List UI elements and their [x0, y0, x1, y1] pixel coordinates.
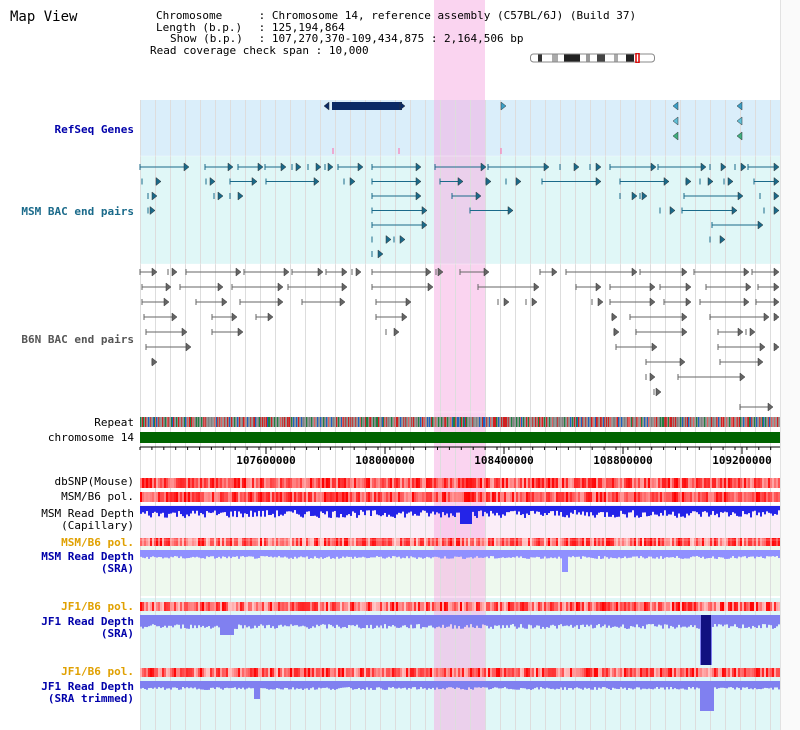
refseq-gene-features[interactable] — [323, 101, 743, 154]
msm-bac-features[interactable] — [139, 162, 780, 259]
chromosome-value: Chromosome 14, reference assembly (C57BL… — [271, 9, 637, 22]
track-label-chromosome[interactable]: chromosome 14 — [47, 431, 134, 444]
track-label-refseq[interactable]: RefSeq Genes — [54, 123, 134, 136]
sep: : — [252, 9, 272, 22]
label-line: (SRA) — [100, 562, 134, 575]
label-line: (SRA trimmed) — [47, 692, 134, 705]
track-label-jf1-b6-pol-2[interactable]: JF1/B6 pol. — [61, 665, 134, 678]
b6n-bac-features[interactable] — [139, 267, 780, 412]
dbsnp-strip[interactable] — [140, 478, 780, 488]
jf1-trimmed-depth[interactable] — [140, 681, 780, 711]
label-line: JF1 Read Depth — [41, 680, 134, 693]
coverage-value: 10,000 — [328, 43, 369, 57]
track-label-msm-bac[interactable]: MSM BAC end pairs — [21, 205, 134, 218]
track-label-msm-depth-capillary[interactable]: MSM Read Depth (Capillary) — [41, 508, 134, 532]
axis-tick-label: 108800000 — [593, 454, 653, 467]
label-line: MSM Read Depth — [41, 550, 134, 563]
axis-tick-label: 108000000 — [355, 454, 415, 467]
jf1-depth-spike[interactable] — [701, 615, 711, 665]
track-label-msm-b6-pol[interactable]: MSM/B6 pol. — [61, 490, 134, 503]
axis-tick-label: 109200000 — [712, 454, 772, 467]
track-label-dbsnp[interactable]: dbSNP(Mouse) — [54, 475, 134, 488]
label-line: (Capillary) — [61, 519, 134, 532]
label-line: (SRA) — [100, 627, 134, 640]
jf1-b6-pol-strip-2[interactable] — [140, 668, 780, 677]
track-label-jf1-b6-pol[interactable]: JF1/B6 pol. — [61, 600, 134, 613]
label-line: JF1 Read Depth — [41, 615, 134, 628]
msm-sra-depth[interactable] — [140, 550, 780, 572]
chromosome-label: Chromosome — [156, 9, 223, 22]
length-value: 125,194,864 — [271, 20, 345, 34]
axis-tick-label: 108400000 — [474, 454, 534, 467]
msm-b6-pol-strip-2[interactable] — [140, 538, 780, 546]
axis-tick-label: 107600000 — [236, 454, 296, 467]
position-axis — [139, 446, 780, 454]
vertical-scrollbar[interactable] — [780, 0, 800, 730]
sep: : — [308, 43, 329, 57]
track-label-repeat[interactable]: Repeat — [94, 416, 134, 429]
sep: : — [252, 32, 272, 45]
jf1-sra-depth[interactable] — [140, 615, 780, 665]
region-info: Chromosome : Chromosome 14, reference as… — [150, 10, 636, 56]
coverage-label: Read coverage check span — [150, 43, 309, 57]
show-value: 107,270,370-109,434,875 : 2,164,506 bp — [271, 32, 524, 45]
label-line: MSM Read Depth — [41, 507, 134, 520]
msm-capillary-depth[interactable] — [140, 506, 780, 524]
chromosome-ideogram[interactable] — [530, 53, 655, 63]
track-label-msm-depth-sra[interactable]: MSM Read Depth (SRA) — [41, 551, 134, 575]
jf1-b6-pol-strip[interactable] — [140, 602, 780, 611]
msm-b6-pol-strip[interactable] — [140, 492, 780, 502]
show-label: Show (b.p.) — [170, 32, 243, 45]
length-label: Length (b.p.) — [156, 20, 243, 34]
repeat-track[interactable] — [140, 417, 780, 427]
track-label-jf1-depth-trimmed[interactable]: JF1 Read Depth (SRA trimmed) — [41, 681, 134, 705]
track-label-jf1-depth-sra[interactable]: JF1 Read Depth (SRA) — [41, 616, 134, 640]
sep: : — [252, 20, 272, 34]
track-label-b6n-bac[interactable]: B6N BAC end pairs — [21, 333, 134, 346]
track-label-msm-b6-pol-2[interactable]: MSM/B6 pol. — [61, 536, 134, 549]
page-title: Map View — [10, 9, 78, 25]
chromosome-bar[interactable] — [140, 432, 780, 443]
